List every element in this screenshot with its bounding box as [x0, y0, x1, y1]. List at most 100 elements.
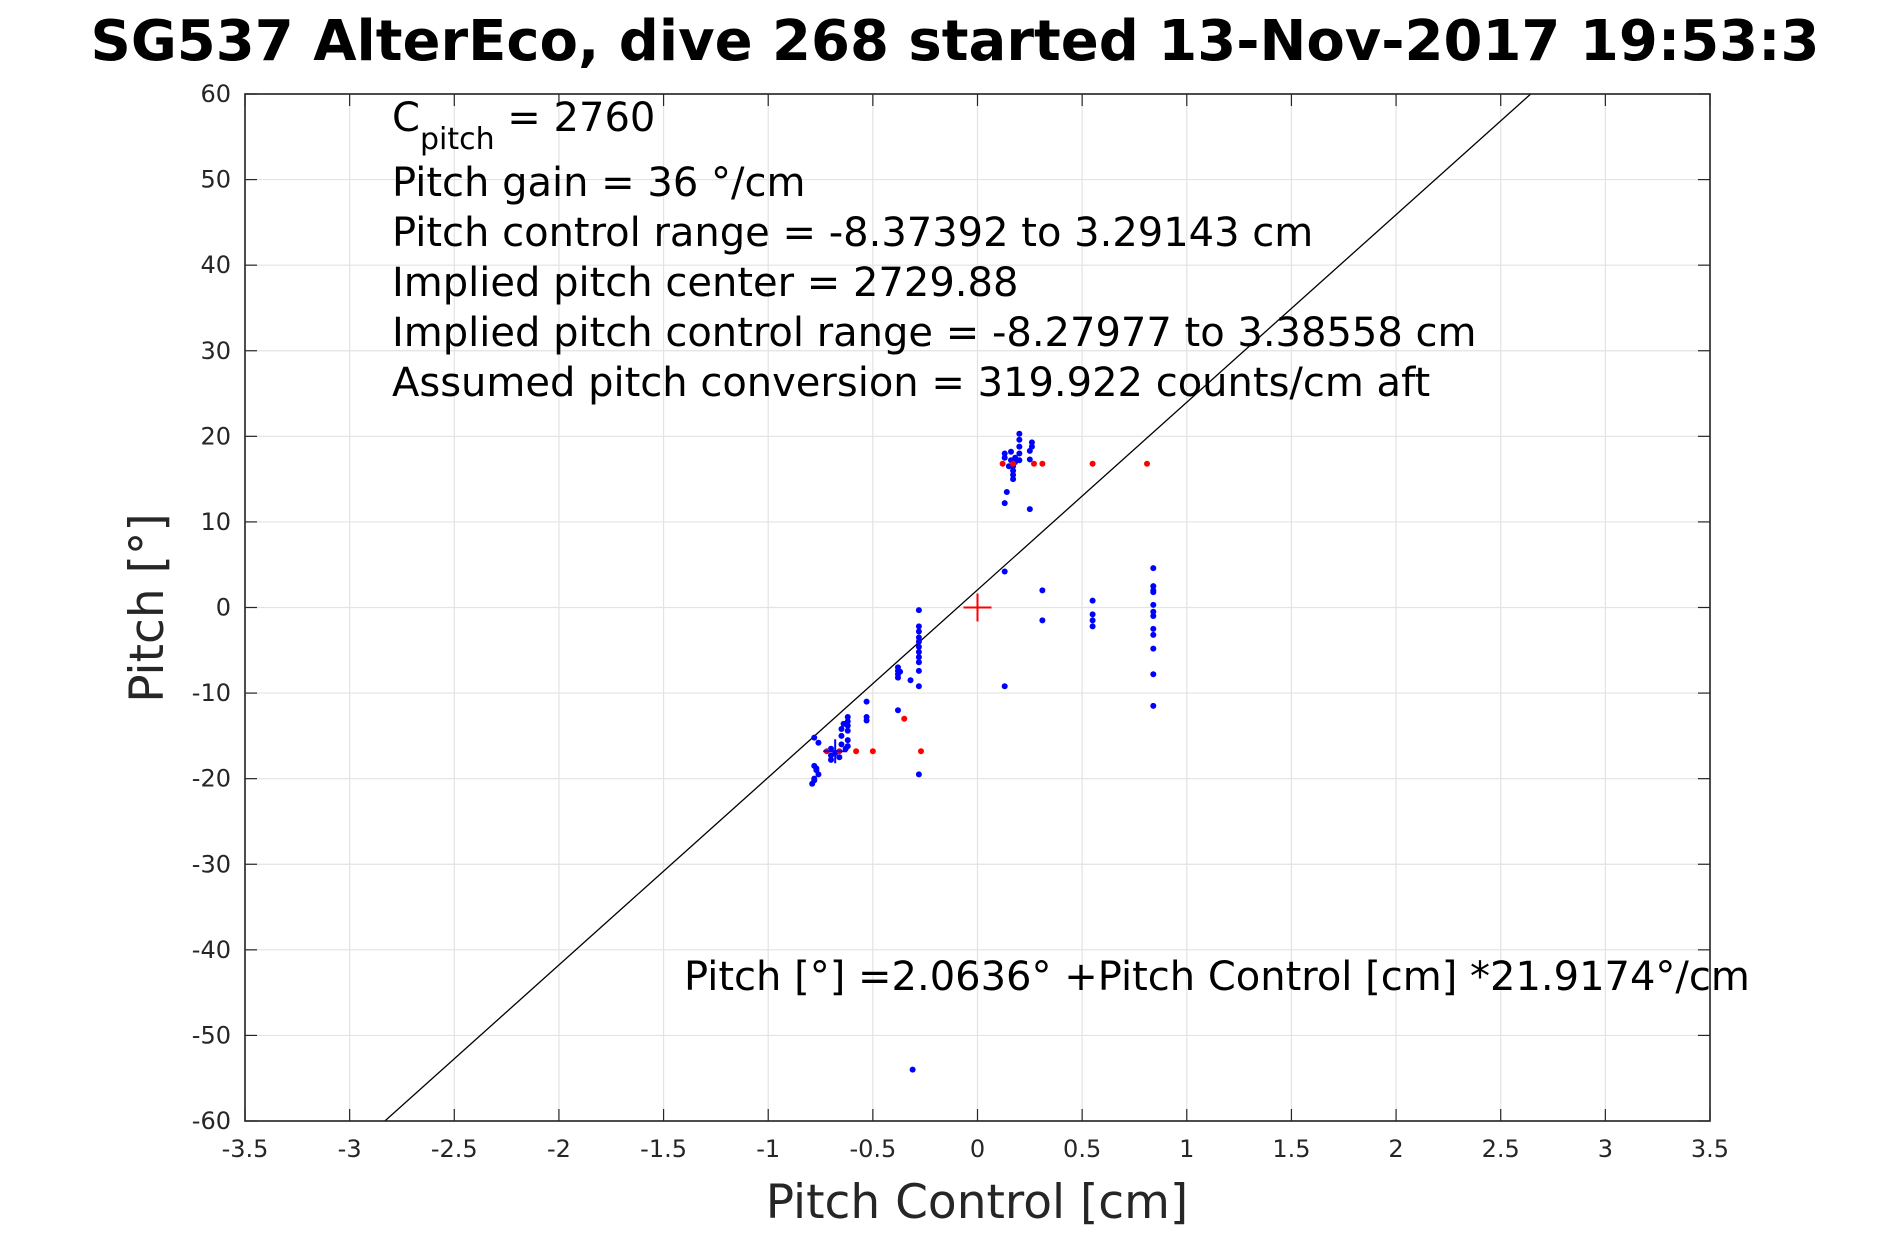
y-tick-label: 40	[200, 251, 231, 279]
c-pitch-symbol: C	[392, 95, 420, 141]
x-tick-label: -0.5	[849, 1135, 896, 1163]
data-point	[1150, 601, 1157, 608]
assumed-pitch-conversion-annotation: Assumed pitch conversion = 319.922 count…	[392, 360, 1430, 406]
data-point	[1028, 439, 1035, 446]
data-point	[1010, 476, 1017, 483]
data-point	[915, 638, 922, 645]
data-point	[897, 668, 904, 675]
x-tick-label: -3	[338, 1135, 362, 1163]
data-point	[1016, 450, 1023, 457]
pitch-gain-annotation: Pitch gain = 36 °/cm	[392, 160, 805, 206]
data-point	[815, 739, 822, 746]
data-point	[863, 698, 870, 705]
fit-equation-annotation: Pitch [°] =2.0636° +Pitch Control [cm] *…	[684, 954, 1750, 1000]
data-point	[1010, 467, 1017, 474]
data-point	[838, 726, 845, 733]
data-point	[1089, 623, 1096, 630]
data-point	[1001, 568, 1008, 575]
data-point	[828, 756, 834, 763]
data-point	[894, 674, 901, 681]
data-point	[915, 607, 922, 614]
pitch-center-marker	[963, 593, 992, 622]
data-point	[1150, 589, 1157, 596]
data-point	[1028, 443, 1035, 450]
data-point	[917, 748, 924, 755]
markers	[823, 593, 992, 764]
data-point	[915, 771, 922, 778]
y-axis-label: Pitch [°]	[120, 513, 175, 703]
data-point	[1016, 443, 1023, 450]
data-point	[901, 715, 908, 722]
y-tick-label: -60	[192, 1107, 231, 1135]
x-tick-label: 3.5	[1691, 1135, 1729, 1163]
data-point	[915, 659, 922, 666]
data-point	[844, 722, 851, 729]
y-tick-label: 50	[200, 166, 231, 194]
data-point	[1039, 617, 1046, 624]
data-points	[809, 430, 1157, 1073]
data-point	[1016, 457, 1023, 464]
data-point	[1150, 671, 1157, 678]
data-point	[1150, 631, 1157, 638]
data-point	[815, 771, 822, 778]
data-point	[1031, 460, 1038, 467]
data-point	[1001, 450, 1008, 457]
y-tick-label: -30	[192, 850, 231, 878]
data-point	[915, 623, 922, 630]
data-point	[1150, 583, 1157, 590]
c-pitch-value: = 2760	[495, 95, 656, 141]
x-tick-label: -2.5	[431, 1135, 478, 1163]
data-point	[813, 765, 820, 772]
data-point	[1150, 608, 1157, 615]
data-point	[1150, 625, 1157, 632]
x-axis-label: Pitch Control [cm]	[766, 1175, 1189, 1230]
data-point	[1001, 683, 1008, 690]
x-tick-label: -1.5	[640, 1135, 687, 1163]
data-point	[915, 634, 922, 641]
data-point	[1089, 597, 1096, 604]
data-point	[863, 717, 870, 724]
c-pitch-annotation: Cpitch = 2760	[392, 95, 655, 157]
c-pitch-subscript: pitch	[420, 122, 495, 157]
implied-pitch-center-annotation: Implied pitch center = 2729.88	[392, 260, 1018, 306]
x-tick-label: 2	[1388, 1135, 1403, 1163]
data-point	[1089, 617, 1096, 624]
data-point	[915, 649, 922, 656]
x-tick-label: 3	[1598, 1135, 1613, 1163]
x-tick-label: -1	[756, 1135, 780, 1163]
data-point	[869, 748, 876, 755]
data-point	[1144, 460, 1151, 467]
data-point	[1016, 430, 1023, 437]
data-point	[1150, 702, 1157, 709]
cluster-center-marker	[823, 739, 848, 764]
data-point	[1089, 460, 1096, 467]
data-point	[1003, 488, 1010, 495]
data-point	[844, 718, 851, 725]
x-tick-label: 0.5	[1063, 1135, 1101, 1163]
data-point	[999, 460, 1006, 467]
y-tick-label: 0	[216, 594, 231, 622]
data-point	[1039, 587, 1046, 594]
y-tick-label: 10	[200, 508, 231, 536]
x-tick-label: 1	[1179, 1135, 1194, 1163]
implied-pitch-control-range-annotation: Implied pitch control range = -8.27977 t…	[392, 310, 1476, 356]
y-tick-label: 60	[200, 80, 231, 108]
y-tick-label: -50	[192, 1021, 231, 1049]
data-point	[836, 754, 843, 761]
y-tick-labels: -60 -50 -40 -30 -20 -10 0 10 20 30 40 50 60	[192, 80, 231, 1135]
x-tick-labels: -3.5 -3 -2.5 -2 -1.5 -1 -0.5 0 0.5 1 1.5 2 2.5 3 3.5	[222, 1135, 1730, 1163]
x-tick-label: 0	[970, 1135, 985, 1163]
data-point	[1001, 454, 1008, 461]
data-point	[844, 737, 851, 744]
data-point	[915, 628, 922, 635]
data-point	[1150, 565, 1157, 572]
data-point	[915, 654, 922, 661]
data-point	[1026, 506, 1033, 513]
data-point	[844, 727, 851, 734]
y-tick-label: -10	[192, 679, 231, 707]
data-point	[1010, 471, 1017, 478]
data-point	[1016, 436, 1023, 443]
data-point	[894, 707, 901, 714]
data-point	[838, 732, 845, 739]
